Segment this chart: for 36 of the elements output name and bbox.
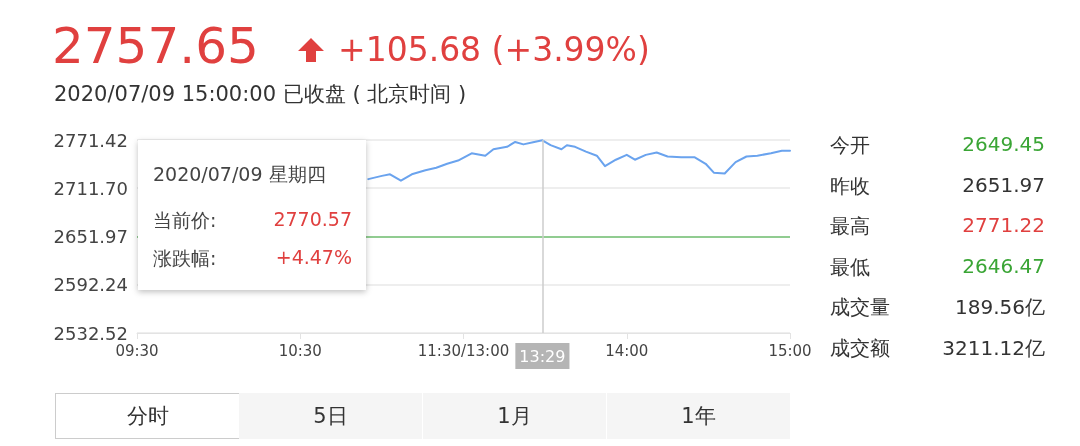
x-tick-label: 15:00 (768, 341, 812, 360)
text: 189.56亿 (955, 294, 1045, 321)
y-tick-label: 2592.24 (53, 274, 128, 296)
annotation: 当前价: (153, 208, 217, 233)
text: 1年 (607, 393, 790, 439)
text: 5日 (239, 393, 423, 439)
text: 2651.97 (962, 172, 1045, 199)
y-tick-label: 2651.97 (53, 226, 128, 247)
text: 昨收 (830, 172, 870, 200)
text: +105.68 (+3.99%) (338, 30, 650, 69)
y-tick-label: 2771.42 (53, 129, 128, 151)
text: 1月 (423, 393, 607, 439)
text: 今开 (830, 132, 870, 159)
chart-subtitle: 2020/07/09 15:00:00 已收盘 ( 北京时间 ) (54, 81, 467, 108)
text: 2771.22 (962, 213, 1045, 239)
text: 成交量 (830, 294, 890, 321)
text: 2646.47 (962, 253, 1045, 280)
y-tick-label: 2532.52 (53, 322, 128, 344)
x-tick-label: 13:29 (519, 346, 566, 366)
annotation: +4.47% (275, 246, 352, 268)
text: 最低 (830, 253, 870, 281)
annotation: 涨跌幅: (153, 246, 217, 271)
text: 最高 (830, 213, 870, 240)
text: 分时 (55, 393, 239, 439)
x-tick-label: 14:00 (605, 341, 649, 360)
text: 成交额 (830, 334, 890, 362)
x-tick-label: 09:30 (115, 341, 159, 360)
line-series (367, 139, 791, 182)
chart-title: 2757.65 (52, 16, 259, 77)
x-tick-label: 11:30/13:00 (417, 341, 510, 360)
annotation: 2770.57 (273, 208, 352, 230)
text: 3211.12亿 (942, 334, 1045, 362)
text: 2649.45 (962, 132, 1045, 158)
x-tick-label: 10:30 (278, 341, 322, 360)
y-tick-label: 2711.70 (53, 177, 128, 199)
annotation: 2020/07/09 星期四 (153, 162, 326, 187)
